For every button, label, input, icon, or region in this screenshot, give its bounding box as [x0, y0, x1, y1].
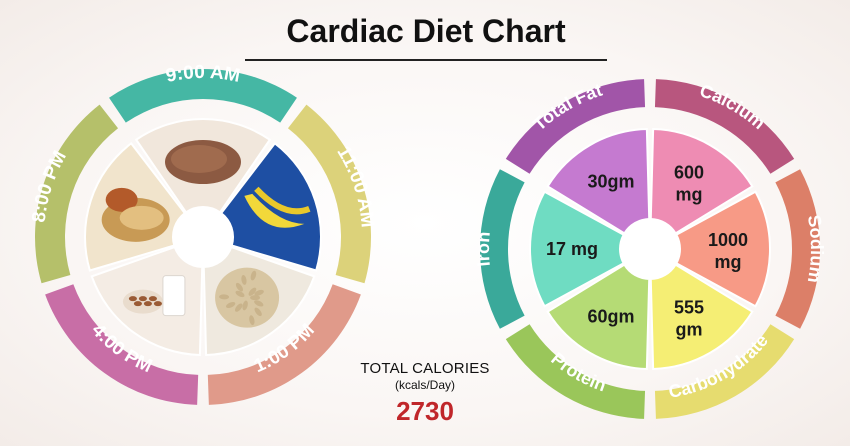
nutrient-value-iron: 17 mg: [546, 239, 598, 259]
nutrient-wheel-center: [620, 219, 680, 279]
nutrient-segment-calcium: [654, 79, 795, 174]
food-illustration-almonds-and-milk: [122, 275, 186, 317]
meal-time-segment-1-00-pm: [207, 284, 361, 405]
nutrient-segment-iron: [480, 169, 525, 329]
food-illustration-chapati-and-curry: [101, 187, 170, 242]
nutrient-segment-sodium: [775, 169, 820, 329]
food-illustration-puffed-rice: [215, 267, 280, 328]
food-illustration-dosa: [165, 140, 241, 184]
nutrient-segment-carbohydrate: [654, 324, 795, 419]
total-calories-label: TOTAL CALORIES: [360, 360, 490, 377]
nutrient-value-calcium: 600 mg: [674, 162, 704, 204]
chart-title: Cardiac Diet Chart: [286, 13, 566, 49]
nutrient-value-sodium: 1000 mg: [708, 230, 748, 272]
food-image-banana: [219, 141, 322, 272]
nutrient-value-protein: 60gm: [587, 307, 634, 327]
nutrient-segment-total-fat: [505, 79, 646, 174]
food-illustration-banana: [244, 186, 311, 228]
total-calories-unit: (kcals/Day): [394, 378, 455, 392]
meal-time-segment-9-00-am: [109, 69, 297, 123]
nutrient-value-carbohydrate: 555 gm: [674, 298, 704, 340]
title-underline: [245, 59, 607, 61]
nutrient-label-sodium: Sodium: [804, 213, 827, 284]
total-calories-value: 2730: [396, 396, 454, 426]
meal-time-segment-8-00-pm: [34, 104, 119, 284]
meal-wheel-center: [173, 207, 233, 267]
nutrient-segment-protein: [505, 324, 646, 419]
nutrient-label-iron: Iron: [473, 231, 494, 268]
total-calories-block: TOTAL CALORIES (kcals/Day) 2730: [330, 360, 520, 427]
meal-time-label-9-00-am: 9:00 AM: [164, 62, 242, 87]
meal-time-segment-4-00-pm: [45, 284, 199, 405]
meal-time-segment-11-00-am: [287, 104, 372, 284]
nutrient-value-total-fat: 30gm: [587, 171, 634, 191]
